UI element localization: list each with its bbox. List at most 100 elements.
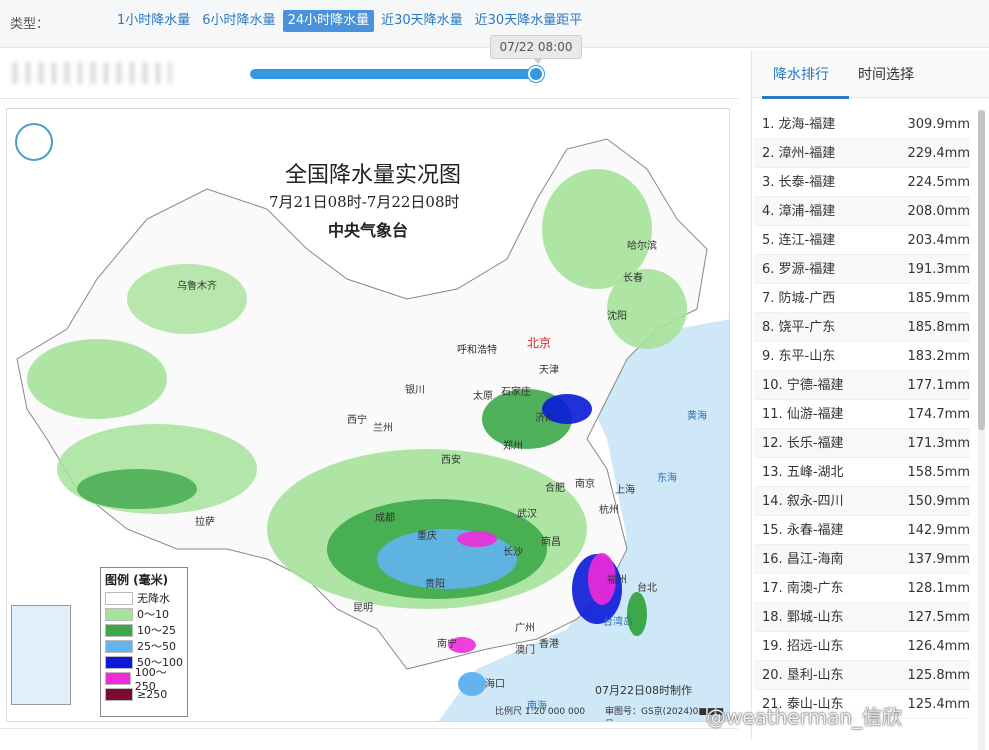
city-label: 南京: [575, 479, 595, 490]
ranking-number: 3.: [762, 175, 775, 190]
ranking-number: 20.: [762, 668, 783, 683]
island-label: 台湾岛: [603, 617, 633, 628]
ranking-place: 饶平-广东: [778, 320, 836, 335]
ranking-value: 125.4mm: [907, 697, 970, 712]
cma-logo: [15, 123, 53, 161]
south-sea-inset-map: [11, 605, 71, 705]
panel-tabs: 降水排行 时间选择: [752, 50, 989, 99]
timeline-tooltip: 07/22 08:00: [490, 35, 582, 64]
city-label: 重庆: [417, 531, 437, 542]
ranking-value: 127.5mm: [907, 610, 970, 625]
ranking-number: 19.: [762, 639, 783, 654]
ranking-number: 21.: [762, 697, 783, 712]
ranking-value: 137.9mm: [907, 552, 970, 567]
city-label: 济南: [535, 413, 555, 424]
sea-label: 南海: [527, 701, 547, 712]
tab-precip-ranking[interactable]: 降水排行: [773, 67, 829, 83]
map-subtitle: 7月21日08时-7月22日08时: [269, 193, 460, 211]
city-label: 福州: [607, 575, 627, 586]
timeline-slider-handle[interactable]: [528, 66, 544, 82]
type-filter-bar: 类型： 1小时降水量 6小时降水量 24小时降水量 近30天降水量 近30天降水…: [0, 0, 989, 48]
scrollbar-thumb[interactable]: [978, 110, 985, 430]
tab-1h-precip[interactable]: 1小时降水量: [117, 13, 191, 28]
city-label: 长沙: [503, 547, 523, 558]
ranking-place: 永春-福建: [786, 523, 844, 538]
ranking-row: 4. 漳浦-福建 208.0mm: [754, 197, 970, 226]
ranking-number: 4.: [762, 204, 775, 219]
ranking-row: 8. 饶平-广东 185.8mm: [754, 313, 970, 342]
tab-30d-precip[interactable]: 近30天降水量: [381, 13, 463, 28]
city-label: 银川: [405, 385, 425, 396]
ranking-scrollbar[interactable]: [978, 110, 985, 750]
ranking-place: 防城-广西: [778, 291, 836, 306]
active-tab-indicator: [762, 96, 849, 99]
city-label: 昆明: [353, 603, 373, 614]
city-label: 西安: [441, 455, 461, 466]
blurred-label: [12, 62, 172, 84]
ranking-row: 14. 叙永-四川 150.9mm: [754, 487, 970, 516]
ranking-panel: 降水排行 时间选择 1. 龙海-福建 309.9mm 2. 漳州-福建 229.4mm…: [751, 50, 989, 750]
city-label: 广州: [515, 623, 535, 634]
type-tabs: 1小时降水量 6小时降水量 24小时降水量 近30天降水量 近30天降水量距平: [112, 10, 589, 32]
sea-label: 东海: [657, 473, 677, 484]
city-label: 郑州: [503, 441, 523, 452]
city-label: 杭州: [599, 505, 619, 516]
city-label: 石家庄: [501, 387, 531, 398]
ranking-place: 垦利-山东: [786, 668, 844, 683]
ranking-value: 150.9mm: [907, 494, 970, 509]
legend-item: ≥250: [105, 686, 183, 702]
ranking-row: 18. 鄄城-山东 127.5mm: [754, 603, 970, 632]
city-label: 香港: [539, 639, 559, 650]
ranking-number: 11.: [762, 407, 783, 422]
timeline-slider-track[interactable]: [250, 69, 538, 79]
ranking-value: 224.5mm: [907, 175, 970, 190]
ranking-place: 漳州-福建: [778, 146, 836, 161]
ranking-number: 1.: [762, 117, 775, 132]
map-legend: 图例 (毫米) 无降水 0～10 10～25 25～50 50～100 100～…: [100, 567, 188, 717]
tab-time-select[interactable]: 时间选择: [858, 67, 914, 83]
ranking-number: 15.: [762, 523, 783, 538]
ranking-value: 125.8mm: [907, 668, 970, 683]
tab-30d-anomaly[interactable]: 近30天降水量距平: [474, 13, 583, 28]
ranking-number: 10.: [762, 378, 783, 393]
ranking-value: 183.2mm: [907, 349, 970, 364]
ranking-row: 12. 长乐-福建 171.3mm: [754, 429, 970, 458]
legend-title: 图例 (毫米): [105, 573, 169, 587]
city-label: 西宁: [347, 415, 367, 426]
city-label: 台北: [637, 583, 657, 594]
ranking-row: 19. 招远-山东 126.4mm: [754, 632, 970, 661]
ranking-row: 6. 罗源-福建 191.3mm: [754, 255, 970, 284]
ranking-row: 20. 垦利-山东 125.8mm: [754, 661, 970, 690]
tab-6h-precip[interactable]: 6小时降水量: [202, 13, 276, 28]
china-map-svg: [16, 138, 729, 721]
divider: [0, 728, 738, 729]
ranking-place: 叙永-四川: [786, 494, 844, 509]
ranking-value: 185.9mm: [907, 291, 970, 306]
precipitation-map: 全国降水量实况图 7月21日08时-7月22日08时 中央气象台 乌鲁木齐 哈尔…: [6, 108, 730, 722]
ranking-place: 五峰-湖北: [786, 465, 844, 480]
legend-item: 25～50: [105, 638, 183, 654]
tab-24h-precip[interactable]: 24小时降水量: [282, 10, 375, 32]
ranking-list: 1. 龙海-福建 309.9mm 2. 漳州-福建 229.4mm 3. 长泰-福建 22…: [754, 110, 970, 719]
city-label-capital: 北京: [527, 336, 552, 350]
ranking-number: 7.: [762, 291, 775, 306]
ranking-place: 鄄城-山东: [786, 610, 844, 625]
ranking-row: 7. 防城-广西 185.9mm: [754, 284, 970, 313]
city-label: 成都: [375, 513, 395, 524]
legend-item: 100～250: [105, 666, 183, 693]
city-label: 上海: [615, 485, 635, 496]
city-label: 海口: [485, 679, 505, 690]
ranking-place: 招远-山东: [786, 639, 844, 654]
ranking-row: 16. 昌江-海南 137.9mm: [754, 545, 970, 574]
city-label: 乌鲁木齐: [177, 281, 217, 292]
ranking-row: 11. 仙游-福建 174.7mm: [754, 400, 970, 429]
map-title: 全国降水量实况图: [285, 163, 462, 188]
legend-item: 50～100: [105, 654, 183, 670]
city-label: 武汉: [517, 509, 537, 520]
ranking-number: 12.: [762, 436, 783, 451]
ranking-row: 5. 连江-福建 203.4mm: [754, 226, 970, 255]
city-label: 贵阳: [425, 579, 445, 590]
ranking-value: 185.8mm: [907, 320, 970, 335]
ranking-row: 9. 东平-山东 183.2mm: [754, 342, 970, 371]
watermark: @weatherman_信欣: [706, 705, 903, 729]
